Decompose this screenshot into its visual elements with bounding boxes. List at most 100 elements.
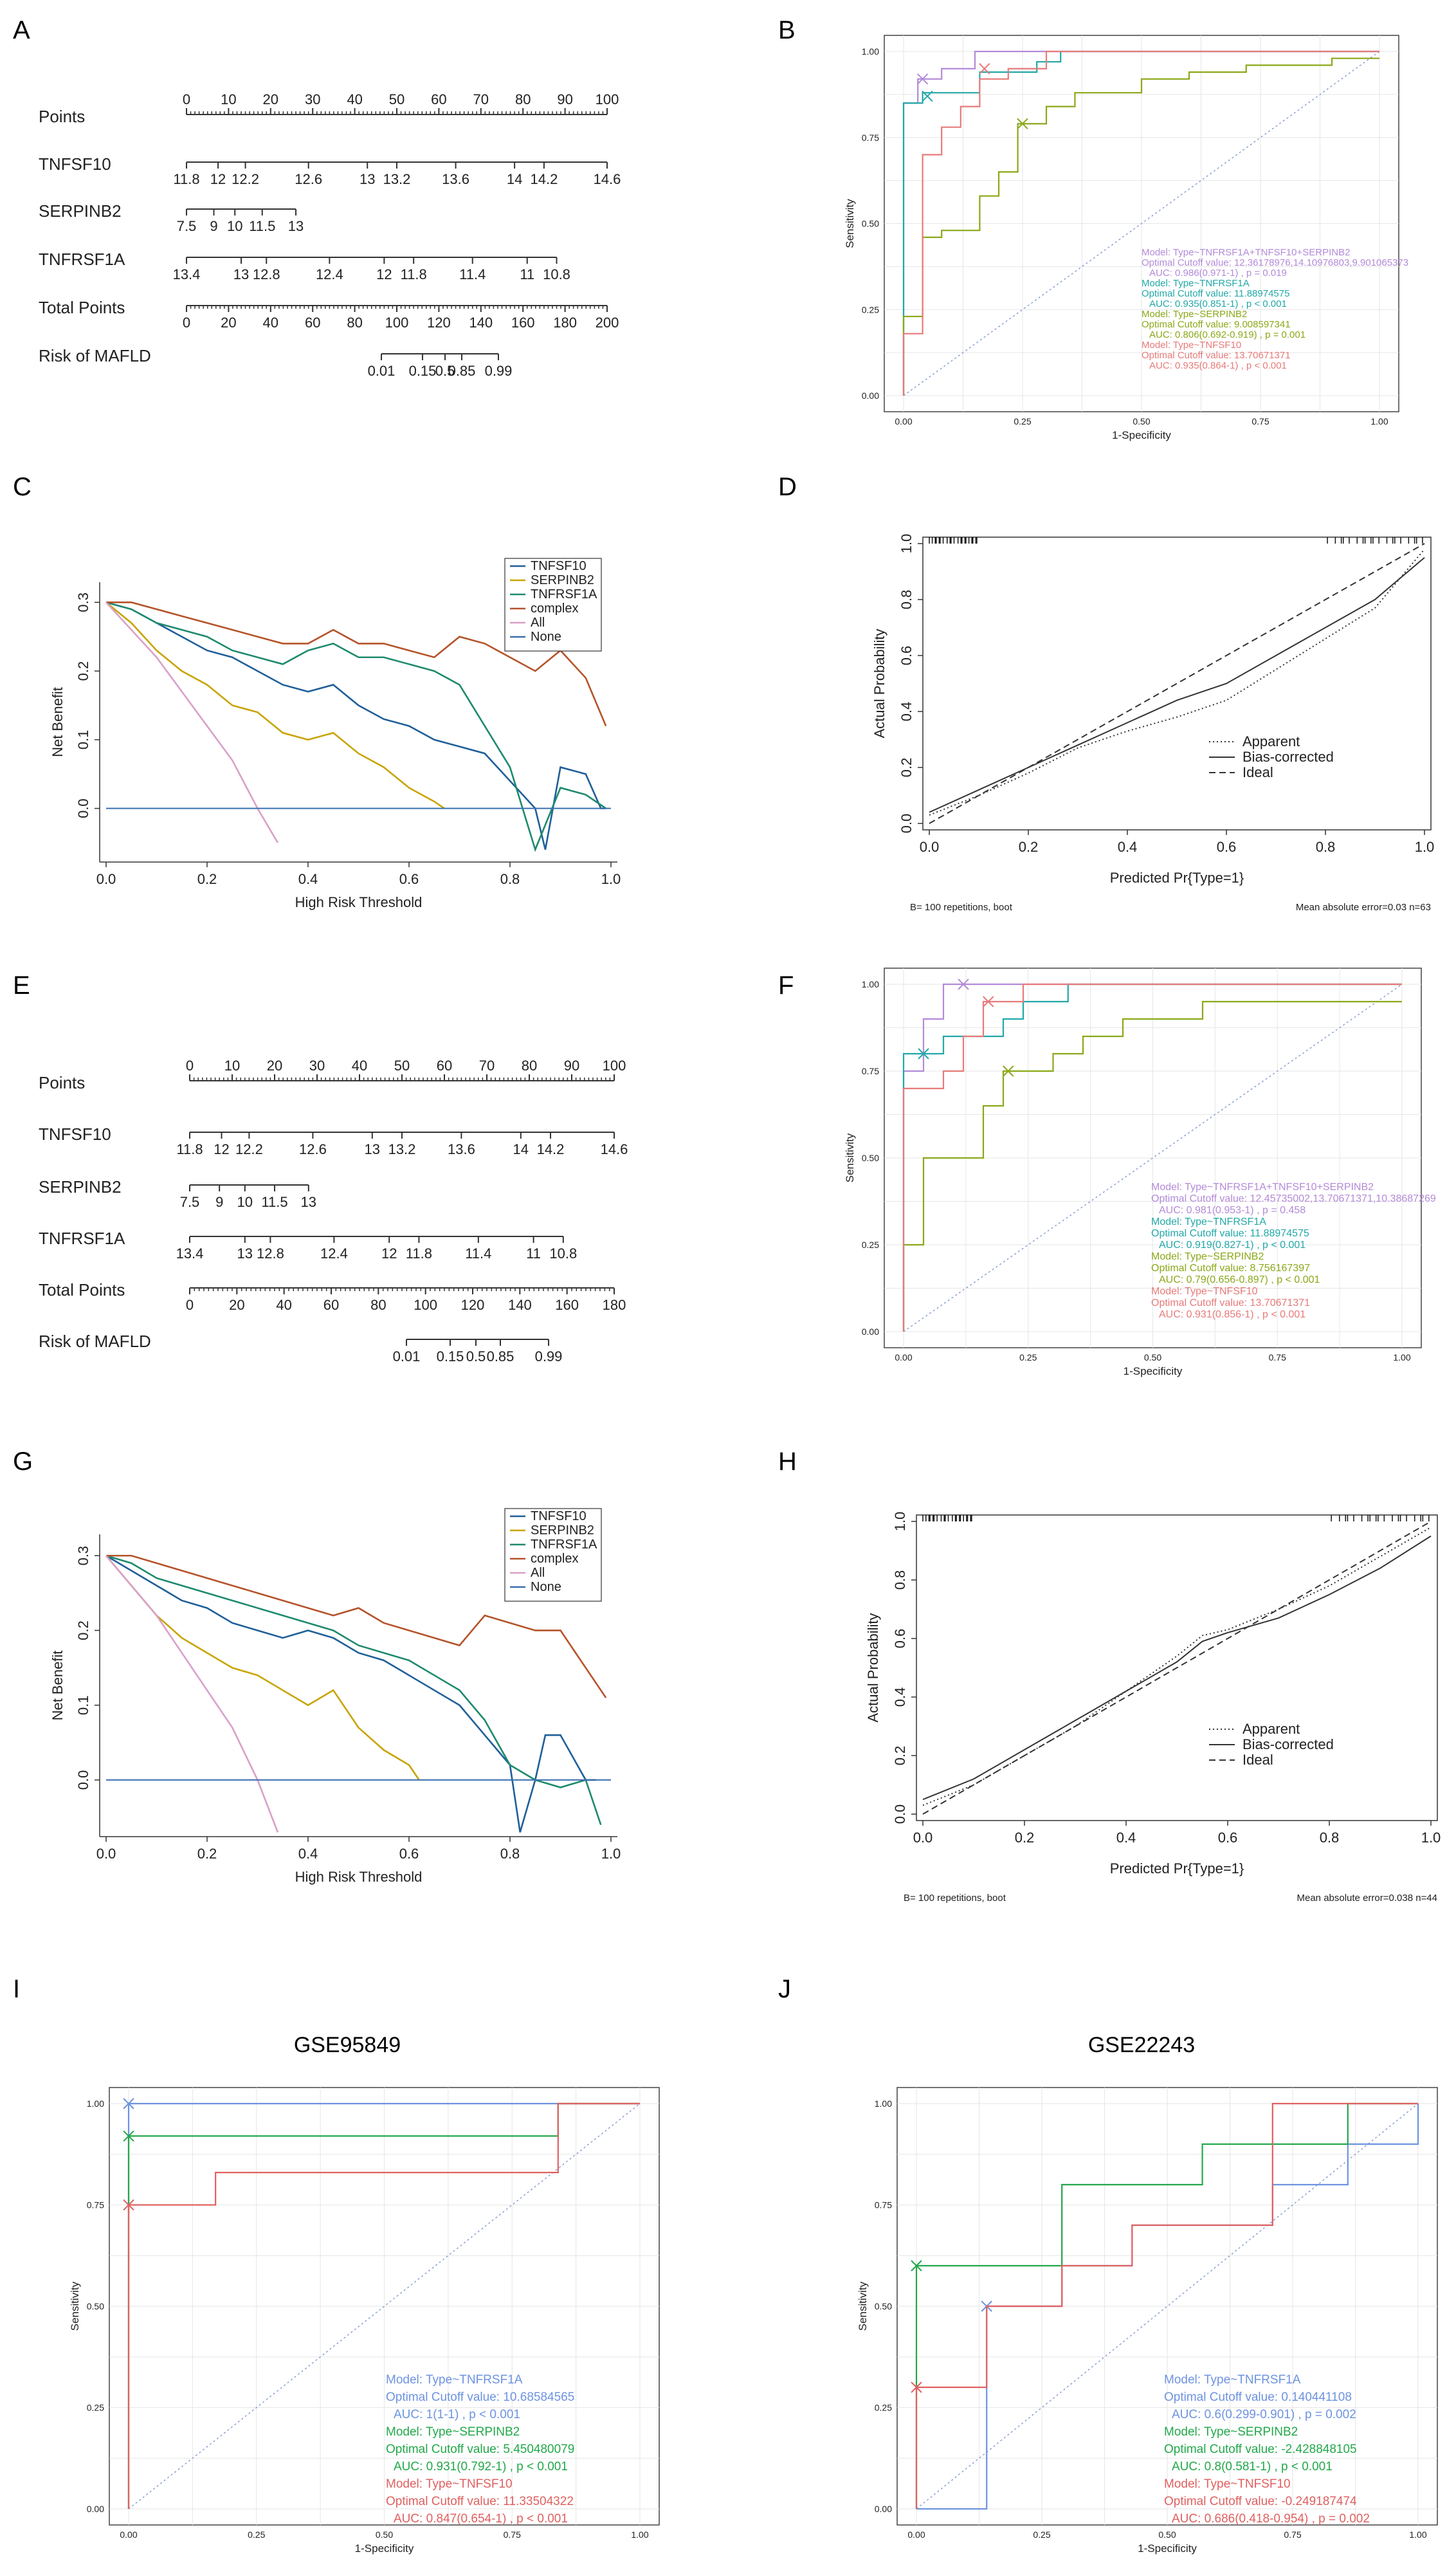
roc-legend-auc: AUC: 0.935(0.851-1) , p < 0.001 [1149,298,1287,309]
nomogram-tick-label: 11.8 [401,266,427,282]
nomogram-tick-label: 70 [479,1058,495,1074]
dca-y-tick-label: 0.1 [75,1695,91,1715]
calib-footer-left: B= 100 repetitions, boot [910,902,1013,913]
roc-legend-model: Model: Type~TNFSF10 [386,2477,513,2491]
nomogram-tick-label: 12.2 [235,1141,263,1157]
nomogram-tick-label: 0.5 [466,1348,486,1364]
roc-y-axis-label: Sensitivity [844,1133,856,1182]
roc-legend-model: Model: Type~TNFRSF1A+TNFSF10+SERPINB2 [1151,1182,1374,1193]
nomogram-tick-label: 0 [183,315,190,331]
panel-label-h: H [778,1447,797,1476]
dca-curve [105,601,445,809]
roc-y-tick-label: 1.00 [862,979,879,989]
nomogram-row-label: TNFRSF1A [39,250,125,269]
nomogram-tick-label: 10.8 [543,266,570,282]
calib-y-axis-label: Actual Probability [871,629,887,739]
nomogram-tick-label: 180 [603,1297,626,1313]
roc-cutoff-marker [958,978,969,990]
roc-cutoff-marker [922,90,933,102]
calib-legend-label: Apparent [1242,733,1300,749]
calib-y-tick-label: 0.0 [892,1804,908,1824]
roc-x-tick-label: 0.50 [1158,2529,1176,2540]
dca-curve [105,1555,420,1781]
roc-legend-auc: AUC: 0.847(0.654-1) , p < 0.001 [394,2512,568,2526]
roc-y-tick-label: 0.50 [875,2301,892,2311]
roc-cutoff-marker [1017,118,1028,130]
nomogram-tick-label: 60 [431,91,446,107]
nomogram-tick-label: 12 [214,1141,229,1157]
roc-legend-cutoff: Optimal Cutoff value: 0.140441108 [1164,2391,1352,2404]
roc-legend-auc: AUC: 0.931(0.792-1) , p < 0.001 [394,2460,568,2474]
dca-y-tick-label: 0.0 [75,798,91,818]
roc-legend-cutoff: Optimal Cutoff value: 12.45735002,13.706… [1151,1193,1436,1204]
roc-x-tick-label: 0.75 [1251,416,1269,427]
dca-x-tick-label: 0.6 [399,1846,419,1862]
nomogram-tick-label: 80 [515,91,531,107]
roc-y-tick-label: 0.25 [87,2403,104,2413]
nomogram-tick-label: 12.8 [257,1245,284,1262]
roc-legend-cutoff: Optimal Cutoff value: -0.249187474 [1164,2495,1357,2508]
panel-label-a: A [13,16,30,44]
nomogram-tick-label: 14.6 [601,1141,628,1157]
nomogram-tick-label: 200 [596,315,619,331]
roc-legend-model: Model: Type~SERPINB2 [1164,2425,1298,2439]
roc-cutoff-marker [1003,1065,1014,1077]
roc-x-axis-label: 1-Specificity [355,2542,414,2555]
calib-footer-right: Mean absolute error=0.03 n=63 [1296,902,1431,913]
roc-curve [902,983,1402,1332]
roc-x-axis-label: 1-Specificity [1138,2542,1197,2555]
dca-x-tick-label: 0.6 [399,871,419,887]
nomogram-tick-label: 13.6 [442,171,469,187]
nomogram-row-label: Points [39,107,85,126]
dca-x-axis-label: High Risk Threshold [295,894,423,910]
roc-x-tick-label: 0.25 [1033,2529,1050,2540]
calib-y-tick-label: 0.2 [892,1746,908,1766]
calib-plot-frame [922,537,1432,831]
dca-x-tick-label: 1.0 [601,871,621,887]
roc-curve [902,50,1379,396]
roc-y-axis-label: Sensitivity [857,2281,869,2331]
calib-x-tick-label: 0.2 [1015,1830,1035,1846]
nomogram-tick-label: 100 [414,1297,437,1313]
dca-y-axis-label: Net Benefit [50,687,66,757]
calib-curve [929,549,1425,816]
dca-legend-label: complex [531,1552,578,1566]
roc-legend-auc: AUC: 0.79(0.656-0.897) , p < 0.001 [1159,1274,1320,1285]
roc-legend-model: Model: Type~SERPINB2 [1151,1251,1264,1262]
nomogram-tick-label: 0.01 [393,1348,421,1364]
roc-legend-auc: AUC: 0.935(0.864-1) , p < 0.001 [1149,360,1287,371]
calib-x-tick-label: 0.6 [1217,839,1237,855]
roc-legend-cutoff: Optimal Cutoff value: 10.68584565 [386,2391,574,2404]
calib-curve [922,1527,1432,1806]
dca-x-tick-label: 0.0 [96,1846,116,1862]
calib-y-tick-label: 0.8 [898,590,915,610]
nomogram-tick-label: 10.8 [549,1245,577,1262]
calib-x-tick-label: 0.0 [920,839,940,855]
calib-x-tick-label: 1.0 [1415,839,1435,855]
nomogram-tick-label: 100 [596,91,619,107]
nomogram-tick-label: 10 [227,218,242,234]
roc-x-tick-label: 0.00 [895,1352,912,1363]
roc-legend-auc: AUC: 0.8(0.581-1) , p < 0.001 [1172,2460,1333,2474]
nomogram-tick-label: 14 [507,171,522,187]
roc-legend-model: Model: Type~TNFSF10 [1164,2477,1291,2491]
roc-legend-cutoff: Optimal Cutoff value: 13.70671371 [1142,350,1291,361]
nomogram-row-label: Risk of MAFLD [39,1332,151,1351]
nomogram-tick-label: 40 [263,315,278,331]
dca-legend-box [504,558,602,652]
calib-x-tick-label: 0.4 [1118,839,1138,855]
nomogram-tick-label: 0 [183,91,190,107]
nomogram-tick-label: 11.8 [173,171,199,187]
roc-x-tick-label: 0.00 [895,416,912,427]
nomogram-tick-label: 10 [221,91,236,107]
nomogram-tick-label: 7.5 [177,218,197,234]
nomogram-tick-label: 160 [555,1297,579,1313]
roc-cutoff-marker [911,2382,922,2393]
roc-cutoff-marker [911,2260,922,2272]
nomogram-tick-label: 13.2 [383,171,411,187]
dca-legend-label: SERPINB2 [531,1523,594,1537]
nomogram-tick-label: 100 [385,315,409,331]
nomogram-tick-label: 120 [427,315,451,331]
roc-y-tick-label: 0.00 [862,390,879,401]
